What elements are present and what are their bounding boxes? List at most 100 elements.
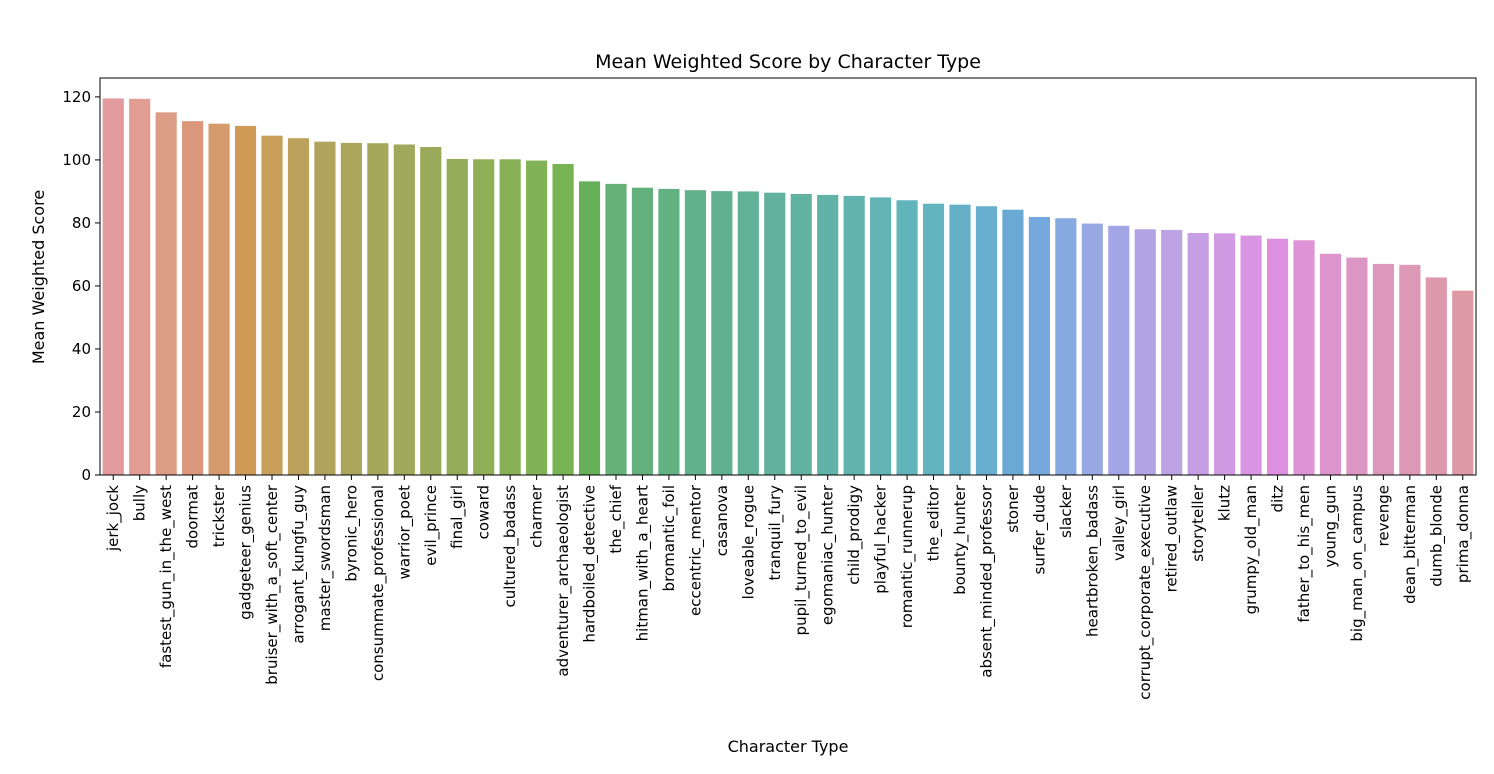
bar-casanova — [711, 191, 733, 475]
bar-master_swordsman — [314, 141, 336, 475]
x-tick-label: charmer — [528, 484, 546, 548]
bar-final_girl — [446, 158, 468, 475]
x-tick-label: jerk_jock — [104, 485, 123, 552]
x-tick-label: tranquil_fury — [766, 485, 785, 581]
x-tick-label: valley_girl — [1110, 485, 1129, 561]
bar-warrior_poet — [393, 144, 415, 475]
x-tick-label: corrupt_corporate_executive — [1136, 485, 1155, 700]
bar-stoner — [1002, 209, 1024, 475]
bar-bromantic_foil — [658, 188, 680, 475]
bar-trickster — [208, 123, 230, 475]
x-tick-label: consummate_professional — [369, 485, 388, 681]
bar-prima_donna — [1452, 290, 1474, 475]
x-tick-label: bully — [131, 485, 149, 521]
x-tick-label: ditz — [1269, 485, 1287, 513]
bar-fastest_gun_in_the_west — [155, 112, 177, 475]
bar-coward — [473, 159, 495, 476]
x-tick-label: young_gun — [1321, 485, 1340, 568]
x-tick-label: master_swordsman — [316, 485, 335, 631]
bar-bruiser_with_a_soft_center — [261, 135, 283, 475]
bar-pupil_turned_to_evil — [790, 193, 812, 475]
bar-grumpy_old_man — [1240, 235, 1262, 475]
bar-klutz — [1214, 233, 1236, 475]
bar-corrupt_corporate_executive — [1134, 229, 1156, 475]
y-axis: 0 20 40 60 80 100 120 — [62, 88, 100, 484]
plot-frame — [99, 77, 1477, 476]
x-tick-label: retired_outlaw — [1163, 485, 1182, 592]
bar-hitman_with_a_heart — [631, 187, 654, 475]
bars-group — [102, 98, 1474, 476]
x-tick-label: klutz — [1216, 485, 1234, 521]
bar-loveable_rogue — [737, 191, 759, 475]
x-tick-label: loveable_rogue — [739, 485, 758, 599]
x-tick-label: hardboiled_detective — [581, 485, 600, 643]
x-tick-label: byronic_hero — [342, 485, 361, 582]
x-tick-label: eccentric_mentor — [686, 484, 705, 616]
x-tick-label: fastest_gun_in_the_west — [157, 485, 176, 668]
x-tick-label: coward — [475, 485, 493, 539]
bar-tranquil_fury — [764, 192, 786, 475]
x-tick-label: warrior_poet — [395, 485, 414, 579]
bar-young_gun — [1319, 253, 1342, 475]
x-tick-label: absent_minded_professor — [977, 484, 996, 678]
y-tick-label: 20 — [72, 403, 91, 421]
y-tick-label: 40 — [72, 340, 91, 358]
x-tick-label: bruiser_with_a_soft_center — [263, 484, 282, 685]
bar-evil_prince — [420, 147, 442, 475]
x-tick-label: evil_prince — [422, 485, 441, 566]
chart-title: Mean Weighted Score by Character Type — [595, 51, 981, 73]
x-tick-label: romantic_runnerup — [898, 485, 917, 628]
bar-byronic_hero — [340, 142, 362, 475]
x-tick-label: big_man_on_campus — [1348, 485, 1367, 642]
bar-dean_bitterman — [1399, 264, 1421, 475]
x-tick-label: heartbroken_badass — [1083, 485, 1102, 637]
bar-hardboiled_detective — [578, 181, 601, 475]
y-tick-label: 100 — [62, 151, 91, 169]
x-tick-label: final_girl — [448, 485, 467, 549]
x-axis: jerk_jock bully fastest_gun_in_the_west doo… — [104, 475, 1473, 700]
x-tick-label: bromantic_foil — [660, 485, 679, 591]
x-axis-label: Character Type — [728, 737, 849, 756]
x-tick-label: hitman_with_a_heart — [633, 485, 652, 641]
x-tick-label: the_editor — [925, 484, 944, 561]
y-tick-label: 0 — [81, 466, 91, 484]
bar-father_to_his_men — [1293, 240, 1315, 475]
bar-the_editor — [922, 203, 945, 475]
bar-arrogant_kungfu_guy — [287, 138, 310, 475]
bar-surfer_dude — [1028, 216, 1050, 475]
bar-adventurer_archaeologist — [552, 164, 574, 475]
bar-the_chief — [605, 183, 627, 475]
x-tick-label: trickster — [210, 484, 228, 547]
x-tick-label: cultured_badass — [501, 485, 520, 608]
x-tick-label: slacker — [1057, 484, 1075, 538]
bar-slacker — [1055, 218, 1077, 475]
bar-cultured_badass — [499, 159, 521, 476]
bar-storyteller — [1187, 233, 1209, 475]
x-tick-label: dean_bitterman — [1401, 485, 1420, 604]
x-tick-label: revenge — [1374, 485, 1392, 546]
bar-retired_outlaw — [1161, 229, 1183, 475]
bar-child_prodigy — [843, 195, 865, 476]
x-tick-label: bounty_hunter — [951, 484, 970, 595]
x-tick-label: arrogant_kungfu_guy — [289, 485, 308, 644]
bar-big_man_on_campus — [1346, 257, 1368, 475]
bar-bully — [129, 98, 151, 476]
bar-consummate_professional — [367, 143, 389, 475]
x-tick-label: gadgeteer_genius — [237, 485, 256, 620]
x-tick-label: casanova — [713, 485, 731, 556]
x-tick-label: playful_hacker — [872, 484, 891, 594]
x-tick-label: the_chief — [607, 484, 626, 553]
y-tick-label: 120 — [62, 88, 91, 106]
bar-charmer — [526, 160, 548, 476]
bar-dumb_blonde — [1425, 277, 1447, 475]
x-tick-label: egomaniac_hunter — [819, 484, 838, 625]
x-tick-label: adventurer_archaeologist — [554, 485, 573, 677]
bar-jerk_jock — [102, 98, 124, 475]
x-tick-label: child_prodigy — [845, 485, 864, 585]
bar-gadgeteer_genius — [234, 125, 257, 476]
bar-playful_hacker — [870, 197, 892, 475]
bar-revenge — [1372, 263, 1394, 475]
bar-eccentric_mentor — [684, 190, 706, 475]
